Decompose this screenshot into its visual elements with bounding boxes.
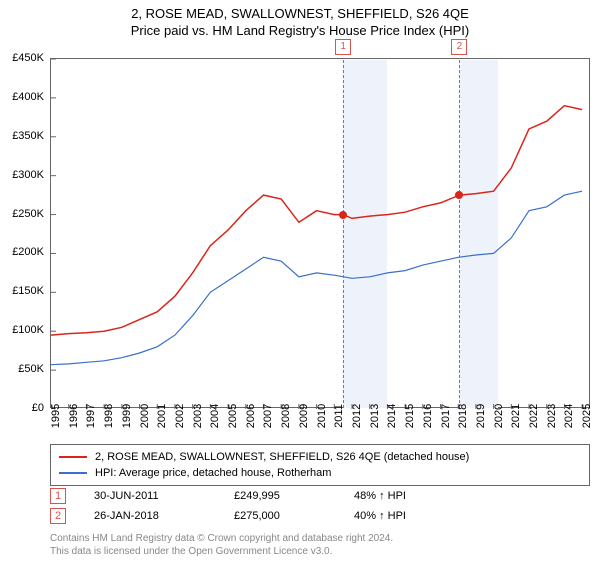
sale-diff: 48% ↑ HPI	[354, 490, 474, 502]
x-tick-label: 2000	[139, 404, 151, 428]
x-tick-label: 2009	[298, 404, 310, 428]
sale-vline	[343, 60, 344, 408]
sales-table: 1 30-JUN-2011 £249,995 48% ↑ HPI 2 26-JA…	[50, 486, 590, 526]
legend-label: 2, ROSE MEAD, SWALLOWNEST, SHEFFIELD, S2…	[95, 451, 469, 463]
legend-swatch	[59, 472, 87, 474]
x-tick-label: 2012	[351, 404, 363, 428]
x-tick-label: 1995	[50, 404, 62, 428]
y-tick-label: £300K	[12, 169, 44, 181]
y-tick-label: £50K	[18, 363, 44, 375]
legend-item-price-paid: 2, ROSE MEAD, SWALLOWNEST, SHEFFIELD, S2…	[59, 449, 581, 465]
x-tick-label: 2015	[404, 404, 416, 428]
sale-marker-icon: 2	[50, 508, 66, 524]
series-hpi	[51, 191, 582, 365]
x-tick-label: 2021	[510, 404, 522, 428]
sales-row: 2 26-JAN-2018 £275,000 40% ↑ HPI	[50, 506, 590, 526]
x-tick-label: 1998	[103, 404, 115, 428]
x-tick-label: 1996	[68, 404, 80, 428]
legend-label: HPI: Average price, detached house, Roth…	[95, 467, 331, 479]
sale-price: £249,995	[234, 490, 354, 502]
x-tick-label: 2004	[209, 404, 221, 428]
x-tick-label: 2017	[440, 404, 452, 428]
footer: Contains HM Land Registry data © Crown c…	[50, 532, 393, 558]
x-tick-label: 2001	[156, 404, 168, 428]
x-tick-label: 1997	[85, 404, 97, 428]
y-tick-label: £350K	[12, 130, 44, 142]
plot-svg	[51, 59, 591, 409]
x-tick-label: 2007	[262, 404, 274, 428]
y-tick-label: £100K	[12, 324, 44, 336]
sale-marker-icon: 1	[50, 488, 66, 504]
plot-area: 12	[50, 58, 590, 408]
x-tick-label: 2023	[546, 404, 558, 428]
x-tick-label: 2011	[333, 404, 345, 428]
sale-diff: 40% ↑ HPI	[354, 510, 474, 522]
x-tick-label: 2016	[422, 404, 434, 428]
x-tick-label: 2020	[493, 404, 505, 428]
x-tick-label: 2025	[581, 404, 593, 428]
legend: 2, ROSE MEAD, SWALLOWNEST, SHEFFIELD, S2…	[50, 444, 590, 486]
chart: 12 £0£50K£100K£150K£200K£250K£300K£350K£…	[50, 58, 590, 408]
x-tick-label: 2019	[475, 404, 487, 428]
series-price_paid	[51, 106, 582, 335]
chart-title-line2: Price paid vs. HM Land Registry's House …	[0, 23, 600, 38]
sale-marker-icon: 2	[451, 39, 467, 55]
y-tick-label: £200K	[12, 246, 44, 258]
sale-date: 30-JUN-2011	[94, 490, 234, 502]
sales-row: 1 30-JUN-2011 £249,995 48% ↑ HPI	[50, 486, 590, 506]
x-tick-label: 2018	[457, 404, 469, 428]
x-tick-label: 2003	[192, 404, 204, 428]
x-tick-label: 1999	[121, 404, 133, 428]
x-tick-label: 2022	[528, 404, 540, 428]
legend-item-hpi: HPI: Average price, detached house, Roth…	[59, 465, 581, 481]
sale-vline	[459, 60, 460, 408]
y-tick-label: £150K	[12, 285, 44, 297]
x-tick-label: 2006	[245, 404, 257, 428]
sale-price: £275,000	[234, 510, 354, 522]
y-tick-label: £450K	[12, 52, 44, 64]
sale-point-icon	[455, 191, 463, 199]
footer-line1: Contains HM Land Registry data © Crown c…	[50, 532, 393, 545]
sale-marker-icon: 1	[335, 39, 351, 55]
x-tick-label: 2008	[280, 404, 292, 428]
footer-line2: This data is licensed under the Open Gov…	[50, 545, 393, 558]
y-tick-label: £400K	[12, 91, 44, 103]
y-tick-label: £250K	[12, 208, 44, 220]
x-tick-label: 2010	[316, 404, 328, 428]
y-tick-label: £0	[32, 402, 44, 414]
x-tick-label: 2014	[386, 404, 398, 428]
sale-point-icon	[339, 211, 347, 219]
legend-swatch	[59, 456, 87, 458]
x-tick-label: 2002	[174, 404, 186, 428]
sale-date: 26-JAN-2018	[94, 510, 234, 522]
x-tick-label: 2013	[369, 404, 381, 428]
x-tick-label: 2005	[227, 404, 239, 428]
x-tick-label: 2024	[563, 404, 575, 428]
chart-title-line1: 2, ROSE MEAD, SWALLOWNEST, SHEFFIELD, S2…	[0, 6, 600, 21]
